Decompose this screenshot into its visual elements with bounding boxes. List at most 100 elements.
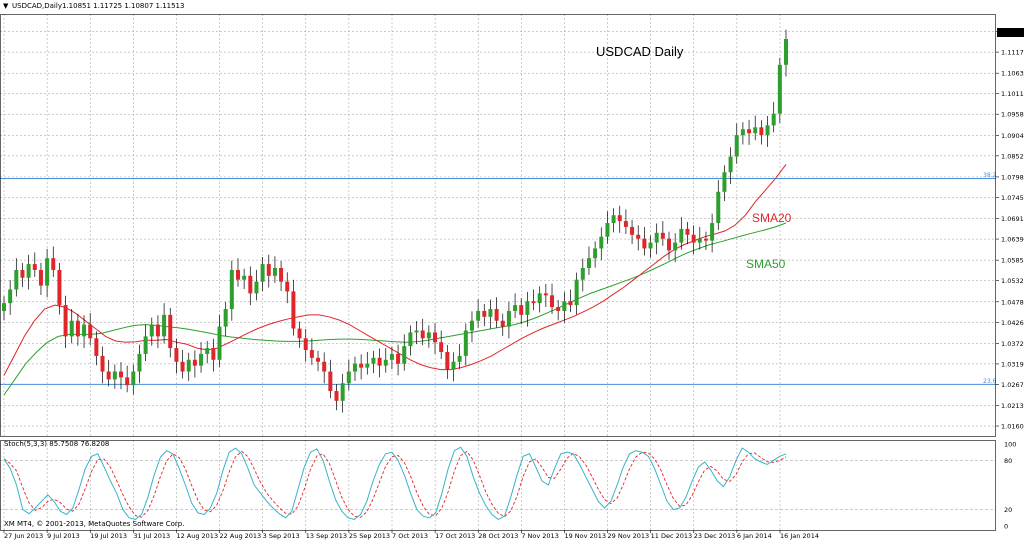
candle-body <box>272 267 277 276</box>
candle-body <box>334 391 339 401</box>
candle-body <box>303 338 308 351</box>
moving-averages <box>3 164 787 396</box>
candle-body <box>513 305 518 311</box>
stoch-level-label: 100 <box>1004 441 1016 449</box>
candle-body <box>469 320 474 331</box>
candle-body <box>697 238 702 243</box>
fib-label: 23.6 <box>983 378 997 385</box>
y-tick-label: 1.09045 <box>1001 132 1024 140</box>
candle-body <box>488 309 493 317</box>
y-tick-label: 1.02130 <box>1001 402 1024 410</box>
candle-body <box>168 314 173 349</box>
candle-body <box>285 281 290 292</box>
candle-body <box>199 353 204 366</box>
candle-body <box>667 238 672 251</box>
candlestick-series <box>2 29 788 413</box>
candle-body <box>192 359 197 366</box>
candle-body <box>217 326 222 360</box>
x-tick-label: 25 Sep 2013 <box>349 532 390 540</box>
candle-body <box>531 301 536 304</box>
candle-body <box>359 363 364 368</box>
candle-body <box>2 303 6 311</box>
candle-body <box>143 336 148 354</box>
candle-body <box>660 232 665 239</box>
candle-body <box>51 258 56 270</box>
candle-body <box>248 275 253 294</box>
candle-body <box>260 264 265 282</box>
candle-body <box>402 346 407 364</box>
candle-body <box>556 307 561 311</box>
stoch-label: Stoch(5,3,3) 85.7508 76.8208 <box>4 440 109 448</box>
y-tick-label: 1.05850 <box>1001 257 1024 265</box>
y-tick-label: 1.06390 <box>1001 236 1024 244</box>
candle-body <box>753 127 758 134</box>
candle-body <box>26 264 31 278</box>
candle-body <box>235 269 240 280</box>
collapse-arrow-icon[interactable]: ▼ <box>3 2 9 10</box>
x-tick-label: 17 Oct 2013 <box>435 532 475 540</box>
candle-body <box>63 305 68 337</box>
candle-body <box>223 309 228 327</box>
candle-body <box>716 191 721 224</box>
candle-body <box>20 269 25 278</box>
candle-body <box>642 238 647 249</box>
sma50-line <box>3 222 787 396</box>
candle-body <box>205 348 210 354</box>
candle-body <box>408 332 413 347</box>
candle-body <box>149 324 154 337</box>
candle-body <box>648 242 653 249</box>
candle-body <box>118 371 123 378</box>
x-tick-label: 23 Dec 2013 <box>694 532 736 540</box>
candle-body <box>82 324 87 337</box>
candle-body <box>125 377 130 386</box>
candle-body <box>630 226 635 235</box>
candle-body <box>636 234 641 239</box>
candle-body <box>703 238 708 241</box>
candle-body <box>322 361 327 372</box>
candle-body <box>32 264 37 270</box>
candle-body <box>266 264 271 276</box>
stoch-level-label: 20 <box>1004 506 1012 514</box>
candle-body <box>112 371 117 380</box>
candle-body <box>500 320 505 327</box>
candle-body <box>562 301 567 311</box>
candle-body <box>599 236 604 249</box>
copyright-text: XM MT4, © 2001-2013, MetaQuotes Software… <box>4 520 184 528</box>
chart-title: USDCAD Daily <box>596 44 684 59</box>
fibonacci-levels: 38.2 23.6 <box>0 172 997 385</box>
candle-body <box>14 269 19 290</box>
candle-body <box>476 310 481 321</box>
candle-body <box>734 135 739 157</box>
candle-body <box>88 324 93 339</box>
candle-body <box>137 353 142 372</box>
current-price-value: 1.11513 <box>999 29 1024 37</box>
candle-body <box>346 371 351 384</box>
x-tick-label: 6 Jan 2014 <box>737 532 772 540</box>
stoch-k-line <box>3 446 787 520</box>
y-tick-label: 1.01605 <box>1001 423 1024 431</box>
x-tick-label: 7 Oct 2013 <box>392 532 428 540</box>
candle-body <box>8 289 13 304</box>
candle-body <box>186 359 191 372</box>
candle-body <box>543 293 548 296</box>
ohlc-readout: 1.10851 1.11725 1.10807 1.11513 <box>62 2 184 10</box>
y-tick-label: 1.09585 <box>1001 111 1024 119</box>
candle-body <box>759 127 764 136</box>
candle-body <box>162 314 167 337</box>
candle-body <box>679 228 684 243</box>
candle-body <box>685 228 690 235</box>
candle-body <box>586 258 591 268</box>
candle-body <box>426 332 431 339</box>
candle-body <box>57 269 62 306</box>
symbol-label: USDCAD,Daily <box>12 2 62 10</box>
x-tick-label: 29 Nov 2013 <box>608 532 650 540</box>
candle-body <box>593 248 598 259</box>
candle-body <box>574 279 579 306</box>
current-price-tag <box>997 28 1024 37</box>
fib-label: 38.2 <box>983 172 997 179</box>
candle-body <box>445 351 450 370</box>
candle-body <box>611 215 616 224</box>
y-tick-label: 1.08520 <box>1001 152 1024 160</box>
candle-body <box>106 371 111 380</box>
